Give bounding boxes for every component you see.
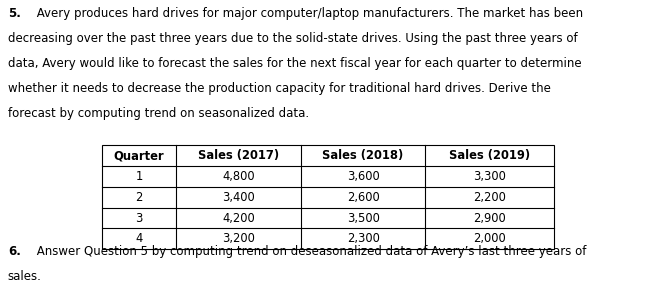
- Text: 2,900: 2,900: [474, 211, 506, 225]
- Text: Sales (2018): Sales (2018): [323, 149, 403, 162]
- Text: 2,300: 2,300: [346, 232, 380, 245]
- Text: 2,000: 2,000: [474, 232, 506, 245]
- Text: Avery produces hard drives for major computer/laptop manufacturers. The market h: Avery produces hard drives for major com…: [33, 7, 583, 20]
- Text: whether it needs to decrease the production capacity for traditional hard drives: whether it needs to decrease the product…: [8, 82, 551, 95]
- Text: decreasing over the past three years due to the solid-state drives. Using the pa: decreasing over the past three years due…: [8, 32, 577, 45]
- Text: 6.: 6.: [8, 245, 21, 258]
- Text: 3,500: 3,500: [346, 211, 380, 225]
- Text: 4,800: 4,800: [222, 170, 255, 183]
- Text: Answer Question 5 by computing trend on deseasonalized data of Avery’s last thre: Answer Question 5 by computing trend on …: [33, 245, 586, 258]
- Text: 5.: 5.: [8, 7, 21, 20]
- Text: Sales (2017): Sales (2017): [198, 149, 279, 162]
- Text: 3,300: 3,300: [474, 170, 506, 183]
- Text: Sales (2019): Sales (2019): [449, 149, 531, 162]
- Text: 4,200: 4,200: [222, 211, 255, 225]
- Text: 2: 2: [135, 191, 143, 204]
- Text: 1: 1: [135, 170, 142, 183]
- Text: 3,200: 3,200: [222, 232, 255, 245]
- Text: Quarter: Quarter: [113, 149, 165, 162]
- Text: 4: 4: [135, 232, 142, 245]
- Text: sales.: sales.: [8, 270, 42, 283]
- Text: data, Avery would like to forecast the sales for the next fiscal year for each q: data, Avery would like to forecast the s…: [8, 57, 581, 70]
- Text: 2,600: 2,600: [347, 191, 379, 204]
- Text: 2,200: 2,200: [474, 191, 506, 204]
- Text: 3,600: 3,600: [347, 170, 379, 183]
- Text: 3,400: 3,400: [222, 191, 255, 204]
- Text: 3: 3: [135, 211, 143, 225]
- Text: forecast by computing trend on seasonalized data.: forecast by computing trend on seasonali…: [8, 107, 309, 120]
- Bar: [102, 145, 554, 249]
